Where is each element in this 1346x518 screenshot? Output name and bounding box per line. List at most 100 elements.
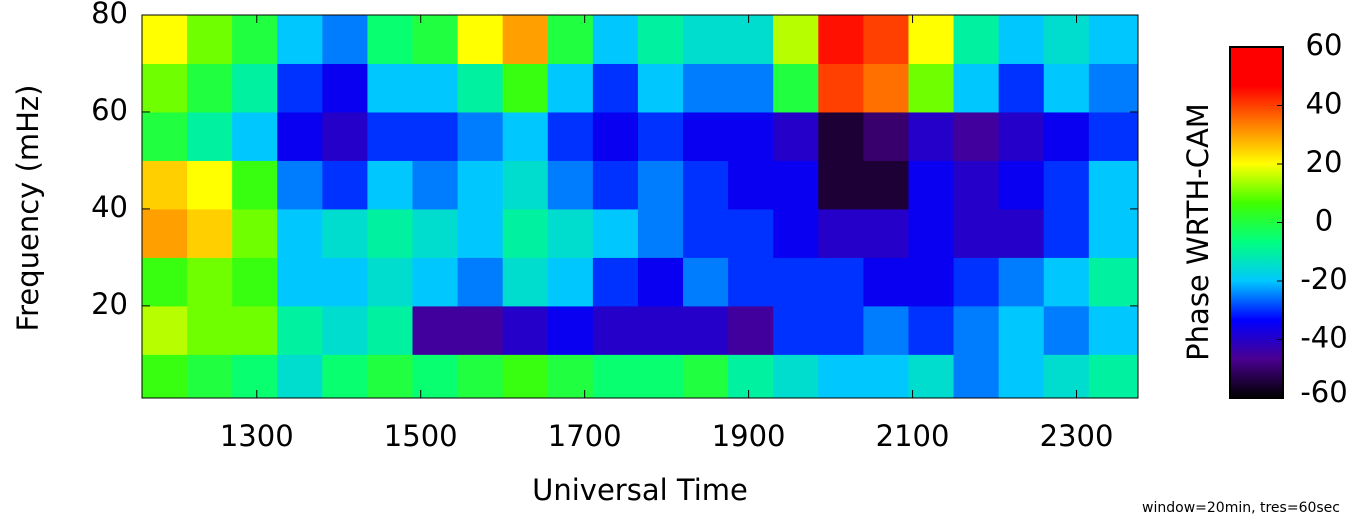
- heat-cell: [187, 354, 233, 399]
- heat-cell: [728, 15, 774, 64]
- heat-cell: [773, 354, 819, 399]
- heat-cell: [863, 354, 909, 399]
- heat-cell: [322, 305, 368, 355]
- heat-cell: [592, 208, 639, 258]
- heat-cell: [187, 111, 233, 161]
- colorbar: [1229, 46, 1284, 399]
- heat-cell: [412, 208, 459, 258]
- colorbar-tick-label: -20: [1300, 262, 1346, 296]
- heat-cell: [592, 111, 639, 161]
- heat-cell: [187, 63, 233, 113]
- heat-cell: [502, 63, 549, 113]
- heat-cell: [502, 208, 549, 258]
- heat-cell: [187, 257, 233, 307]
- heat-cell: [728, 354, 774, 399]
- heat-cell: [863, 208, 909, 258]
- heat-cell: [953, 63, 1000, 113]
- heat-cell: [277, 305, 323, 355]
- heat-cell: [412, 160, 459, 210]
- heat-cell: [863, 15, 909, 64]
- heat-cell: [818, 15, 864, 64]
- y-tick-label: 60: [91, 93, 128, 127]
- heat-cell: [1088, 257, 1139, 307]
- heat-cell: [1088, 354, 1139, 399]
- heat-cell: [728, 305, 774, 355]
- heat-cell: [818, 305, 864, 355]
- heat-cell: [818, 208, 864, 258]
- heat-cell: [592, 354, 639, 399]
- heat-cell: [547, 354, 594, 399]
- heat-cell: [457, 208, 504, 258]
- heat-cell: [1043, 354, 1090, 399]
- heat-cell: [412, 354, 459, 399]
- heat-cell: [818, 111, 864, 161]
- heat-cell: [953, 305, 1000, 355]
- heat-cell: [232, 111, 278, 161]
- heat-cell: [502, 354, 549, 399]
- heat-cell: [1088, 305, 1139, 355]
- x-tick-label: 1500: [384, 419, 458, 453]
- heat-cell: [637, 305, 684, 355]
- heat-cell: [683, 15, 729, 64]
- heat-cell: [1088, 111, 1139, 161]
- heat-cell: [683, 354, 729, 399]
- heat-cell: [998, 208, 1045, 258]
- heat-cell: [908, 160, 955, 210]
- heat-cell: [998, 15, 1045, 64]
- heat-cell: [773, 111, 819, 161]
- heat-cell: [142, 111, 188, 161]
- heat-cell: [998, 305, 1045, 355]
- heat-cell: [502, 111, 549, 161]
- heat-cell: [232, 305, 278, 355]
- heat-cell: [863, 160, 909, 210]
- heat-cell: [637, 111, 684, 161]
- heat-cell: [637, 63, 684, 113]
- heat-cell: [367, 208, 414, 258]
- heat-cell: [187, 15, 233, 64]
- heat-cell: [683, 208, 729, 258]
- heat-cell: [1088, 208, 1139, 258]
- heat-cell: [1043, 111, 1090, 161]
- heat-cell: [457, 305, 504, 355]
- heat-cell: [1043, 208, 1090, 258]
- heat-cell: [322, 111, 368, 161]
- heat-cell: [142, 354, 188, 399]
- heat-cell: [412, 257, 459, 307]
- colorbar-title: Phase WRTH-CAM: [1181, 103, 1215, 361]
- y-tick-label: 20: [91, 287, 128, 321]
- heat-cell: [953, 15, 1000, 64]
- heat-cell: [232, 160, 278, 210]
- heat-cell: [683, 111, 729, 161]
- heat-cell: [367, 160, 414, 210]
- heat-cell: [142, 15, 188, 64]
- heat-cell: [142, 208, 188, 258]
- heat-cell: [998, 257, 1045, 307]
- heat-cell: [773, 257, 819, 307]
- heat-cell: [1088, 63, 1139, 113]
- heat-cell: [547, 63, 594, 113]
- heat-cell: [187, 305, 233, 355]
- heat-cell: [818, 63, 864, 113]
- heat-cell: [367, 354, 414, 399]
- heat-cell: [277, 111, 323, 161]
- heat-cell: [908, 257, 955, 307]
- heat-cell: [592, 15, 639, 64]
- heat-cell: [637, 15, 684, 64]
- heat-cell: [998, 160, 1045, 210]
- heat-cell: [773, 160, 819, 210]
- heat-cell: [773, 208, 819, 258]
- heat-cell: [547, 111, 594, 161]
- heat-cell: [457, 111, 504, 161]
- heat-cell: [187, 160, 233, 210]
- heat-cell: [728, 111, 774, 161]
- heat-cell: [232, 63, 278, 113]
- heat-cell: [502, 305, 549, 355]
- heat-cell: [1043, 63, 1090, 113]
- heat-cell: [277, 257, 323, 307]
- heat-cell: [457, 63, 504, 113]
- heat-cell: [998, 63, 1045, 113]
- heat-cell: [277, 15, 323, 64]
- heat-cell: [232, 257, 278, 307]
- heat-cell: [908, 208, 955, 258]
- heat-cell: [863, 305, 909, 355]
